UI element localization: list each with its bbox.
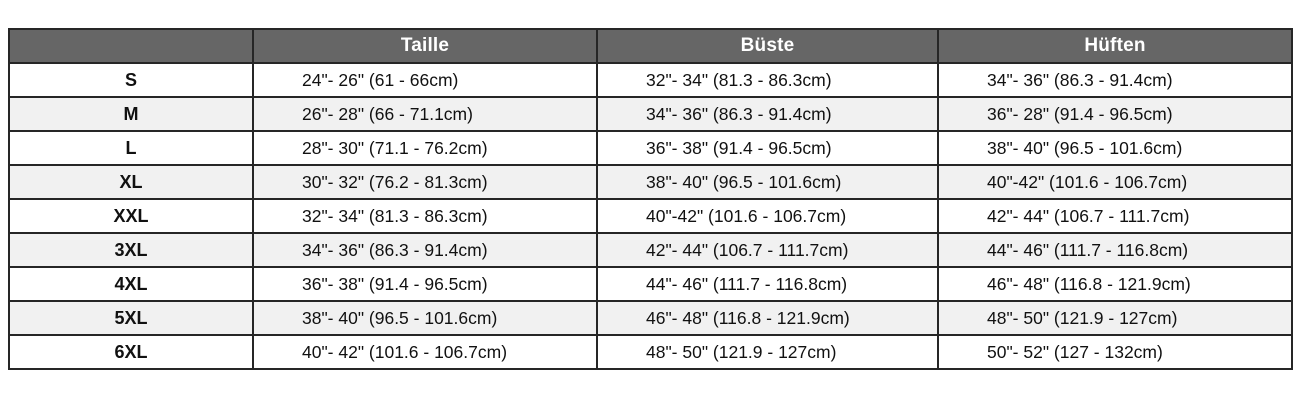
waist-measurement: 34"- 36" (86.3 - 91.4cm) <box>252 232 598 268</box>
table-row: S 24"- 26" (61 - 66cm) 32"- 34" (81.3 - … <box>8 62 1293 98</box>
hips-measurement: 40"-42" (101.6 - 106.7cm) <box>937 164 1293 200</box>
hips-measurement: 42"- 44" (106.7 - 111.7cm) <box>937 198 1293 234</box>
column-header-waist: Taille <box>252 28 598 64</box>
column-header-hips: Hüften <box>937 28 1293 64</box>
table-row: 6XL 40"- 42" (101.6 - 106.7cm) 48"- 50" … <box>8 334 1293 370</box>
bust-measurement: 48"- 50" (121.9 - 127cm) <box>596 334 939 370</box>
waist-measurement: 40"- 42" (101.6 - 106.7cm) <box>252 334 598 370</box>
hips-measurement: 44"- 46" (111.7 - 116.8cm) <box>937 232 1293 268</box>
table-row: 4XL 36"- 38" (91.4 - 96.5cm) 44"- 46" (1… <box>8 266 1293 302</box>
table-row: 5XL 38"- 40" (96.5 - 101.6cm) 46"- 48" (… <box>8 300 1293 336</box>
bust-measurement: 32"- 34" (81.3 - 86.3cm) <box>596 62 939 98</box>
waist-measurement: 30"- 32" (76.2 - 81.3cm) <box>252 164 598 200</box>
size-label: 4XL <box>8 266 254 302</box>
size-chart-container: Taille Büste Hüften S 24"- 26" (61 - 66c… <box>8 28 1293 373</box>
bust-measurement: 42"- 44" (106.7 - 111.7cm) <box>596 232 939 268</box>
hips-measurement: 48"- 50" (121.9 - 127cm) <box>937 300 1293 336</box>
hips-measurement: 34"- 36" (86.3 - 91.4cm) <box>937 62 1293 98</box>
waist-measurement: 26"- 28" (66 - 71.1cm) <box>252 96 598 132</box>
hips-measurement: 50"- 52" (127 - 132cm) <box>937 334 1293 370</box>
size-label: M <box>8 96 254 132</box>
table-row: 3XL 34"- 36" (86.3 - 91.4cm) 42"- 44" (1… <box>8 232 1293 268</box>
column-header-bust: Büste <box>596 28 939 64</box>
waist-measurement: 24"- 26" (61 - 66cm) <box>252 62 598 98</box>
table-header: Taille Büste Hüften <box>8 28 1293 64</box>
size-label: 5XL <box>8 300 254 336</box>
waist-measurement: 28"- 30" (71.1 - 76.2cm) <box>252 130 598 166</box>
column-header-size <box>8 28 254 64</box>
bust-measurement: 46"- 48" (116.8 - 121.9cm) <box>596 300 939 336</box>
waist-measurement: 32"- 34" (81.3 - 86.3cm) <box>252 198 598 234</box>
table-body: S 24"- 26" (61 - 66cm) 32"- 34" (81.3 - … <box>8 62 1293 370</box>
header-row: Taille Büste Hüften <box>8 28 1293 64</box>
hips-measurement: 38"- 40" (96.5 - 101.6cm) <box>937 130 1293 166</box>
bust-measurement: 38"- 40" (96.5 - 101.6cm) <box>596 164 939 200</box>
size-chart-table: Taille Büste Hüften S 24"- 26" (61 - 66c… <box>8 28 1293 370</box>
table-row: XXL 32"- 34" (81.3 - 86.3cm) 40"-42" (10… <box>8 198 1293 234</box>
bust-measurement: 44"- 46" (111.7 - 116.8cm) <box>596 266 939 302</box>
size-label: XXL <box>8 198 254 234</box>
table-row: L 28"- 30" (71.1 - 76.2cm) 36"- 38" (91.… <box>8 130 1293 166</box>
table-row: M 26"- 28" (66 - 71.1cm) 34"- 36" (86.3 … <box>8 96 1293 132</box>
table-row: XL 30"- 32" (76.2 - 81.3cm) 38"- 40" (96… <box>8 164 1293 200</box>
waist-measurement: 38"- 40" (96.5 - 101.6cm) <box>252 300 598 336</box>
hips-measurement: 46"- 48" (116.8 - 121.9cm) <box>937 266 1293 302</box>
bust-measurement: 34"- 36" (86.3 - 91.4cm) <box>596 96 939 132</box>
size-label: L <box>8 130 254 166</box>
size-label: S <box>8 62 254 98</box>
hips-measurement: 36"- 28" (91.4 - 96.5cm) <box>937 96 1293 132</box>
waist-measurement: 36"- 38" (91.4 - 96.5cm) <box>252 266 598 302</box>
bust-measurement: 40"-42" (101.6 - 106.7cm) <box>596 198 939 234</box>
size-label: XL <box>8 164 254 200</box>
bust-measurement: 36"- 38" (91.4 - 96.5cm) <box>596 130 939 166</box>
size-label: 3XL <box>8 232 254 268</box>
size-label: 6XL <box>8 334 254 370</box>
